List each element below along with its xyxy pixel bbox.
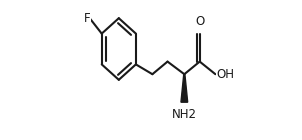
Text: OH: OH xyxy=(217,68,235,81)
Polygon shape xyxy=(181,74,188,102)
Text: NH2: NH2 xyxy=(172,108,197,122)
Text: F: F xyxy=(84,12,90,25)
Text: O: O xyxy=(195,15,204,28)
